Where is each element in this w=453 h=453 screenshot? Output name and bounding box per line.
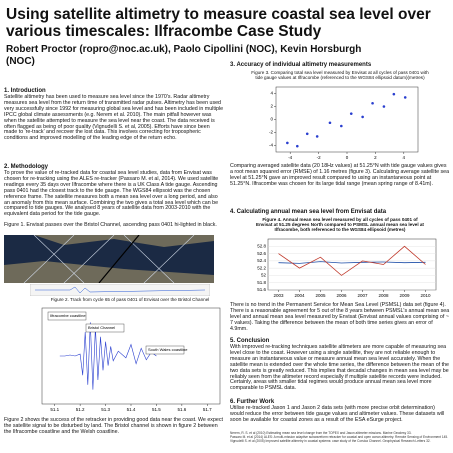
chart-label: South Wales coastline xyxy=(148,347,188,352)
x-tick-label: 2 xyxy=(374,155,377,160)
line-chart: 51.6 51.8 52 52.2 52.4 52.6 52.8 2003 2004 2005 20… xyxy=(257,238,437,298)
x-tick-label: 51.6 xyxy=(177,407,186,412)
y-tick-label: 52.6 xyxy=(257,251,266,256)
heading: 4. Calculating annual mean sea level fro… xyxy=(230,209,387,215)
chart-label: Bristol Channel xyxy=(88,325,115,330)
x-tick-label: 2007 xyxy=(357,293,368,298)
x-tick-label: 51.2 xyxy=(76,407,85,412)
label-box xyxy=(85,323,125,333)
paragraph: To prove the value of re-tracked data fo… xyxy=(4,170,219,218)
track-line xyxy=(59,322,157,390)
x-tick-label: 2009 xyxy=(399,293,410,298)
plot-frame xyxy=(275,86,419,153)
x-tick-label: 2006 xyxy=(336,293,347,298)
map xyxy=(4,235,214,283)
land xyxy=(4,261,214,283)
point xyxy=(361,115,364,119)
pass-0401 xyxy=(98,235,140,283)
y-tick-label: 4 xyxy=(270,91,273,96)
point xyxy=(349,112,353,115)
poster-title: Using satellite altimetry to measure coa… xyxy=(6,6,431,40)
y-tick-label: 52.8 xyxy=(257,243,266,248)
paragraph: Figure 2 shows the success of the retrac… xyxy=(4,417,223,435)
x-tick-label: 51.5 xyxy=(152,407,161,412)
paragraph: Satellite altimetry has been used to mea… xyxy=(4,94,224,142)
paragraph: Comparing averaged satellite data (20 18… xyxy=(230,163,450,187)
caption: Figure 3. Comparing total sea level meas… xyxy=(251,70,429,81)
point xyxy=(296,144,299,148)
y-tick-label: -4 xyxy=(269,143,273,148)
paragraph: There is no trend in the Permanent Servi… xyxy=(230,302,450,332)
strip-plot xyxy=(30,284,210,296)
x-tick-label: 2005 xyxy=(315,293,326,298)
point xyxy=(305,132,309,136)
x-tick-label: 2008 xyxy=(378,293,389,298)
point xyxy=(382,105,386,108)
x-tick-label: 2010 xyxy=(420,293,431,298)
caption: Figure 4. Annual mean sea level measured… xyxy=(256,217,424,233)
point xyxy=(315,135,319,138)
heading: 6. Further Work xyxy=(230,399,275,405)
trace xyxy=(35,286,206,294)
x-tick-label: 51.7 xyxy=(203,407,212,412)
chart-label: Ilfracombe coastline xyxy=(50,313,86,318)
x-tick-label: 2003 xyxy=(273,293,284,298)
heading: 3. Accuracy of individual altimetry meas… xyxy=(230,62,372,68)
point xyxy=(392,92,396,96)
heading: 5. Conclusion xyxy=(230,338,270,344)
point xyxy=(340,124,343,128)
heading: 1. Introduction xyxy=(4,88,46,94)
y-tick-label: 0 xyxy=(270,117,273,122)
label-box xyxy=(145,345,185,355)
caption: Figure 2. Track from cycle 65 of pass 04… xyxy=(50,297,210,302)
reference: Vignudelli S. et al (2005) Improved sate… xyxy=(230,438,431,443)
y-tick-label: 52.2 xyxy=(257,265,266,270)
y-tick-label: 52.4 xyxy=(257,258,266,263)
reference: Passaro M. et al (2014) ALES: A multi-mi… xyxy=(230,434,449,439)
point xyxy=(286,141,289,145)
label-box xyxy=(47,311,87,321)
y-tick-label: 51.6 xyxy=(257,287,266,292)
point xyxy=(328,121,332,125)
point xyxy=(371,101,374,105)
references: Nerem, R. S. et al (2010) Estimating mea… xyxy=(230,431,450,443)
x-tick-label: -2 xyxy=(317,155,321,160)
x-tick-label: 51.3 xyxy=(101,407,110,412)
y-tick-label: 52 xyxy=(261,273,267,278)
x-tick-label: 2004 xyxy=(294,293,305,298)
y-tick-label: 2 xyxy=(270,104,273,109)
point xyxy=(403,96,407,99)
heading: 2. Methodology xyxy=(4,164,48,170)
y-tick-label: -2 xyxy=(269,130,273,135)
x-tick-label: 51.4 xyxy=(127,407,136,412)
track-chart: 51.1 51.2 51.3 51.4 51.5 51.6 51.7 Ilfracombe c… xyxy=(41,307,221,412)
y-tick-label: 51.8 xyxy=(257,280,266,285)
plot-frame xyxy=(267,238,437,291)
paragraph: With improved re-tracking techniques sat… xyxy=(230,344,449,392)
land xyxy=(34,235,214,247)
scatter-chart: -4 -2 0 2 4 -4 -2 0 2 4 xyxy=(269,86,419,160)
series-line xyxy=(278,261,426,264)
reference: Nerem, R. S. et al (2010) Estimating mea… xyxy=(230,431,412,435)
authors: Robert Proctor (ropro@noc.ac.uk), Paolo … xyxy=(6,44,362,67)
x-tick-label: 0 xyxy=(346,155,349,160)
caption: Figure 1. Envisat passes over the Bristo… xyxy=(4,222,217,228)
x-tick-label: 4 xyxy=(403,155,406,160)
plot-frame xyxy=(41,307,221,405)
series-line xyxy=(278,245,426,276)
x-tick-label: 51.1 xyxy=(50,407,59,412)
x-tick-label: -4 xyxy=(288,155,292,160)
paragraph: Utilise re-tracked Jason 1 and Jason 2 d… xyxy=(230,405,445,423)
